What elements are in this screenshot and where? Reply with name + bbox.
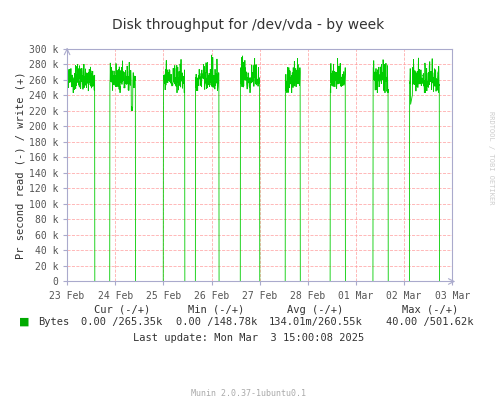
Text: 0.00 /148.78k: 0.00 /148.78k (175, 317, 257, 327)
Y-axis label: Pr second read (-) / write (+): Pr second read (-) / write (+) (16, 71, 26, 259)
Text: 40.00 /501.62k: 40.00 /501.62k (386, 317, 474, 327)
Text: Munin 2.0.37-1ubuntu0.1: Munin 2.0.37-1ubuntu0.1 (191, 389, 306, 398)
Text: RRDTOOL / TOBI OETIKER: RRDTOOL / TOBI OETIKER (488, 111, 494, 205)
Text: Cur (-/+): Cur (-/+) (93, 305, 150, 315)
Text: Avg (-/+): Avg (-/+) (287, 305, 344, 315)
Text: Min (-/+): Min (-/+) (188, 305, 245, 315)
Text: Bytes: Bytes (38, 317, 69, 327)
Text: 0.00 /265.35k: 0.00 /265.35k (81, 317, 163, 327)
Text: Last update: Mon Mar  3 15:00:08 2025: Last update: Mon Mar 3 15:00:08 2025 (133, 333, 364, 343)
Text: Disk throughput for /dev/vda - by week: Disk throughput for /dev/vda - by week (112, 18, 385, 32)
Text: Max (-/+): Max (-/+) (402, 305, 458, 315)
Text: 134.01m/260.55k: 134.01m/260.55k (269, 317, 362, 327)
Text: ■: ■ (19, 317, 29, 327)
